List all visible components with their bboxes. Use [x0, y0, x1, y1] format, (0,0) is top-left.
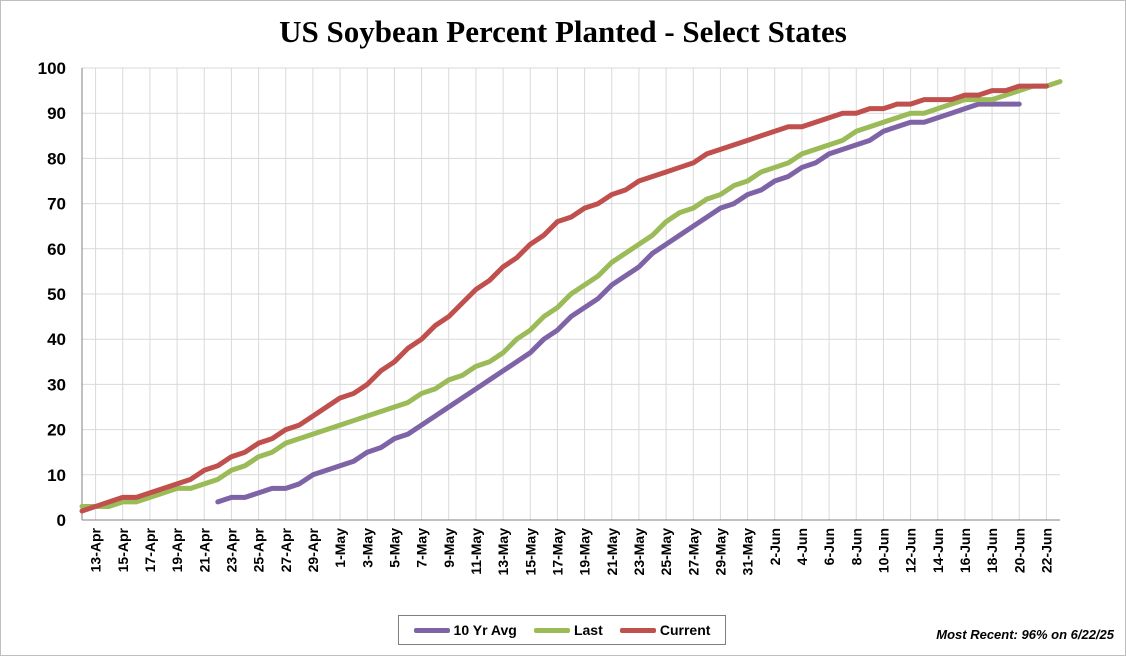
x-tick-label: 12-Jun [903, 528, 919, 573]
y-tick-label: 100 [38, 59, 66, 78]
legend-label-current: Current [659, 622, 711, 638]
x-tick-label: 21-Apr [196, 527, 212, 572]
legend-entry-10yr-avg: 10 Yr Avg [413, 622, 517, 638]
x-tick-label: 23-Apr [223, 527, 239, 572]
x-tick-label: 22-Jun [1038, 528, 1054, 573]
gridlines [82, 67, 1060, 521]
legend-label-last: Last [573, 622, 603, 638]
x-tick-label: 17-May [549, 528, 565, 576]
y-tick-label: 60 [47, 240, 66, 259]
series-lines [79, 79, 1063, 514]
x-tick-label: 15-May [522, 528, 538, 576]
x-tick-label: 29-Apr [305, 527, 321, 572]
legend-label-10yr-avg: 10 Yr Avg [453, 622, 517, 638]
x-tick-label: 4-Jun [794, 528, 810, 565]
legend-swatch-current [619, 627, 656, 633]
x-tick-label: 21-May [604, 528, 620, 576]
x-tick-label: 31-May [740, 528, 756, 576]
legend-swatch-10yr-avg [413, 627, 450, 633]
x-axis-ticks: 13-Apr 15-Apr 17-Apr 19-Apr 21-Apr 23-Apr 25-A… [88, 527, 1055, 575]
x-tick-label: 1-May [332, 528, 348, 568]
y-tick-label: 40 [47, 330, 66, 349]
chart-title: US Soybean Percent Planted - Select Stat… [279, 14, 847, 49]
x-tick-label: 7-May [414, 528, 430, 568]
x-tick-label: 10-Jun [875, 528, 891, 573]
x-tick-label: 27-May [685, 528, 701, 576]
x-tick-label: 13-May [495, 528, 511, 576]
x-tick-label: 16-Jun [957, 528, 973, 573]
legend: 10 Yr Avg Last Current [398, 615, 726, 645]
x-tick-label: 8-Jun [848, 528, 864, 565]
most-recent-note: Most Recent: 96% on 6/22/25 [936, 627, 1114, 642]
x-tick-label: 20-Jun [1011, 528, 1027, 573]
series-line-10-yr-avg [215, 101, 1022, 505]
x-tick-label: 19-May [577, 528, 593, 576]
x-tick-label: 19-Apr [169, 527, 185, 572]
y-tick-label: 10 [47, 466, 66, 485]
axes [81, 68, 1060, 521]
x-tick-label: 29-May [712, 528, 728, 576]
y-tick-label: 90 [47, 104, 66, 123]
y-axis-ticks: 0 10 20 30 40 50 60 70 80 90 100 [38, 59, 66, 530]
legend-entry-current: Current [619, 622, 711, 638]
x-tick-label: 2-Jun [767, 528, 783, 565]
series-line-current [79, 83, 1049, 514]
y-tick-label: 70 [47, 195, 66, 214]
x-tick-label: 23-May [631, 528, 647, 576]
y-tick-label: 50 [47, 285, 66, 304]
legend-swatch-last [533, 627, 570, 633]
series-line-last [79, 79, 1063, 509]
x-tick-label: 15-Apr [115, 527, 131, 572]
y-tick-label: 0 [57, 511, 66, 530]
x-tick-label: 11-May [468, 528, 484, 575]
x-tick-label: 13-Apr [88, 527, 104, 572]
x-tick-label: 17-Apr [142, 527, 158, 572]
y-tick-label: 80 [47, 149, 66, 168]
legend-entry-last: Last [533, 622, 603, 638]
x-tick-label: 14-Jun [930, 528, 946, 573]
x-tick-label: 18-Jun [984, 528, 1000, 573]
x-tick-label: 27-Apr [278, 527, 294, 572]
x-tick-label: 5-May [386, 528, 402, 568]
x-tick-label: 9-May [441, 528, 457, 568]
y-tick-label: 30 [47, 375, 66, 394]
x-tick-label: 25-Apr [251, 527, 267, 572]
y-tick-label: 20 [47, 421, 66, 440]
x-tick-label: 25-May [658, 528, 674, 576]
x-tick-label: 3-May [359, 528, 375, 568]
x-tick-label: 6-Jun [821, 528, 837, 565]
